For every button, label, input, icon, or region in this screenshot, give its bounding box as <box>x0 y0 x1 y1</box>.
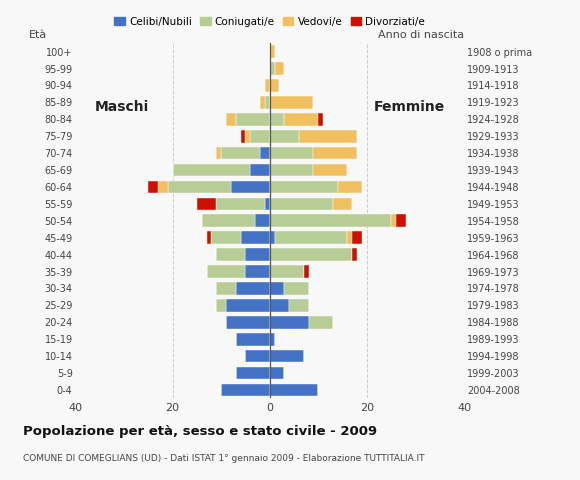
Bar <box>270 384 318 396</box>
Bar <box>270 180 338 193</box>
Bar <box>251 130 270 143</box>
Bar <box>255 215 270 227</box>
Bar <box>284 282 309 295</box>
Bar <box>391 215 396 227</box>
Bar <box>148 180 158 193</box>
Bar <box>216 198 265 210</box>
Bar <box>352 231 362 244</box>
Legend: Celibi/Nubili, Coniugati/e, Vedovi/e, Divorziati/e: Celibi/Nubili, Coniugati/e, Vedovi/e, Di… <box>110 13 429 31</box>
Bar <box>231 180 270 193</box>
Text: Maschi: Maschi <box>95 100 149 114</box>
Bar <box>270 113 284 126</box>
Text: Femmine: Femmine <box>374 100 445 114</box>
Bar <box>299 130 357 143</box>
Bar <box>270 130 299 143</box>
Bar <box>235 367 270 379</box>
Bar <box>173 164 251 177</box>
Bar <box>221 384 270 396</box>
Bar <box>245 350 270 362</box>
Bar <box>212 231 241 244</box>
Bar <box>270 164 313 177</box>
Bar <box>235 282 270 295</box>
Bar <box>270 299 289 312</box>
Bar <box>284 113 318 126</box>
Bar <box>158 180 168 193</box>
Bar <box>309 316 333 329</box>
Bar <box>206 265 245 278</box>
Bar <box>270 248 352 261</box>
Bar <box>270 215 391 227</box>
Bar <box>270 198 333 210</box>
Bar <box>216 299 226 312</box>
Bar <box>221 147 260 159</box>
Text: Età: Età <box>29 30 47 40</box>
Bar <box>304 265 309 278</box>
Bar <box>270 350 304 362</box>
Bar <box>245 248 270 261</box>
Text: Anno di nascita: Anno di nascita <box>378 30 464 40</box>
Bar <box>270 231 274 244</box>
Bar <box>270 79 280 92</box>
Bar <box>226 113 235 126</box>
Bar <box>226 299 270 312</box>
Bar <box>270 265 304 278</box>
Bar <box>338 180 362 193</box>
Bar <box>226 316 270 329</box>
Bar <box>235 333 270 346</box>
Bar <box>241 231 270 244</box>
Bar <box>265 198 270 210</box>
Bar <box>274 62 284 75</box>
Bar <box>206 231 212 244</box>
Bar <box>270 367 284 379</box>
Bar <box>333 198 352 210</box>
Bar <box>352 248 357 261</box>
Bar <box>270 96 313 109</box>
Bar <box>396 215 406 227</box>
Bar <box>260 147 270 159</box>
Bar <box>216 147 221 159</box>
Bar <box>274 231 347 244</box>
Bar <box>347 231 352 244</box>
Bar <box>270 45 274 58</box>
Bar <box>289 299 309 312</box>
Text: Popolazione per età, sesso e stato civile - 2009: Popolazione per età, sesso e stato civil… <box>23 425 378 438</box>
Bar <box>318 113 323 126</box>
Bar <box>270 282 284 295</box>
Bar <box>216 282 235 295</box>
Bar <box>313 164 347 177</box>
Bar <box>260 96 265 109</box>
Bar <box>241 130 245 143</box>
Bar <box>197 198 216 210</box>
Text: COMUNE DI COMEGLIANS (UD) - Dati ISTAT 1° gennaio 2009 - Elaborazione TUTTITALIA: COMUNE DI COMEGLIANS (UD) - Dati ISTAT 1… <box>23 454 425 463</box>
Bar <box>251 164 270 177</box>
Bar <box>265 79 270 92</box>
Bar <box>313 147 357 159</box>
Bar <box>265 96 270 109</box>
Bar <box>202 215 255 227</box>
Bar <box>270 333 274 346</box>
Bar <box>235 113 270 126</box>
Bar <box>216 248 245 261</box>
Bar <box>270 147 313 159</box>
Bar <box>270 62 274 75</box>
Bar <box>270 316 309 329</box>
Bar <box>245 265 270 278</box>
Bar <box>245 130 251 143</box>
Bar <box>168 180 231 193</box>
